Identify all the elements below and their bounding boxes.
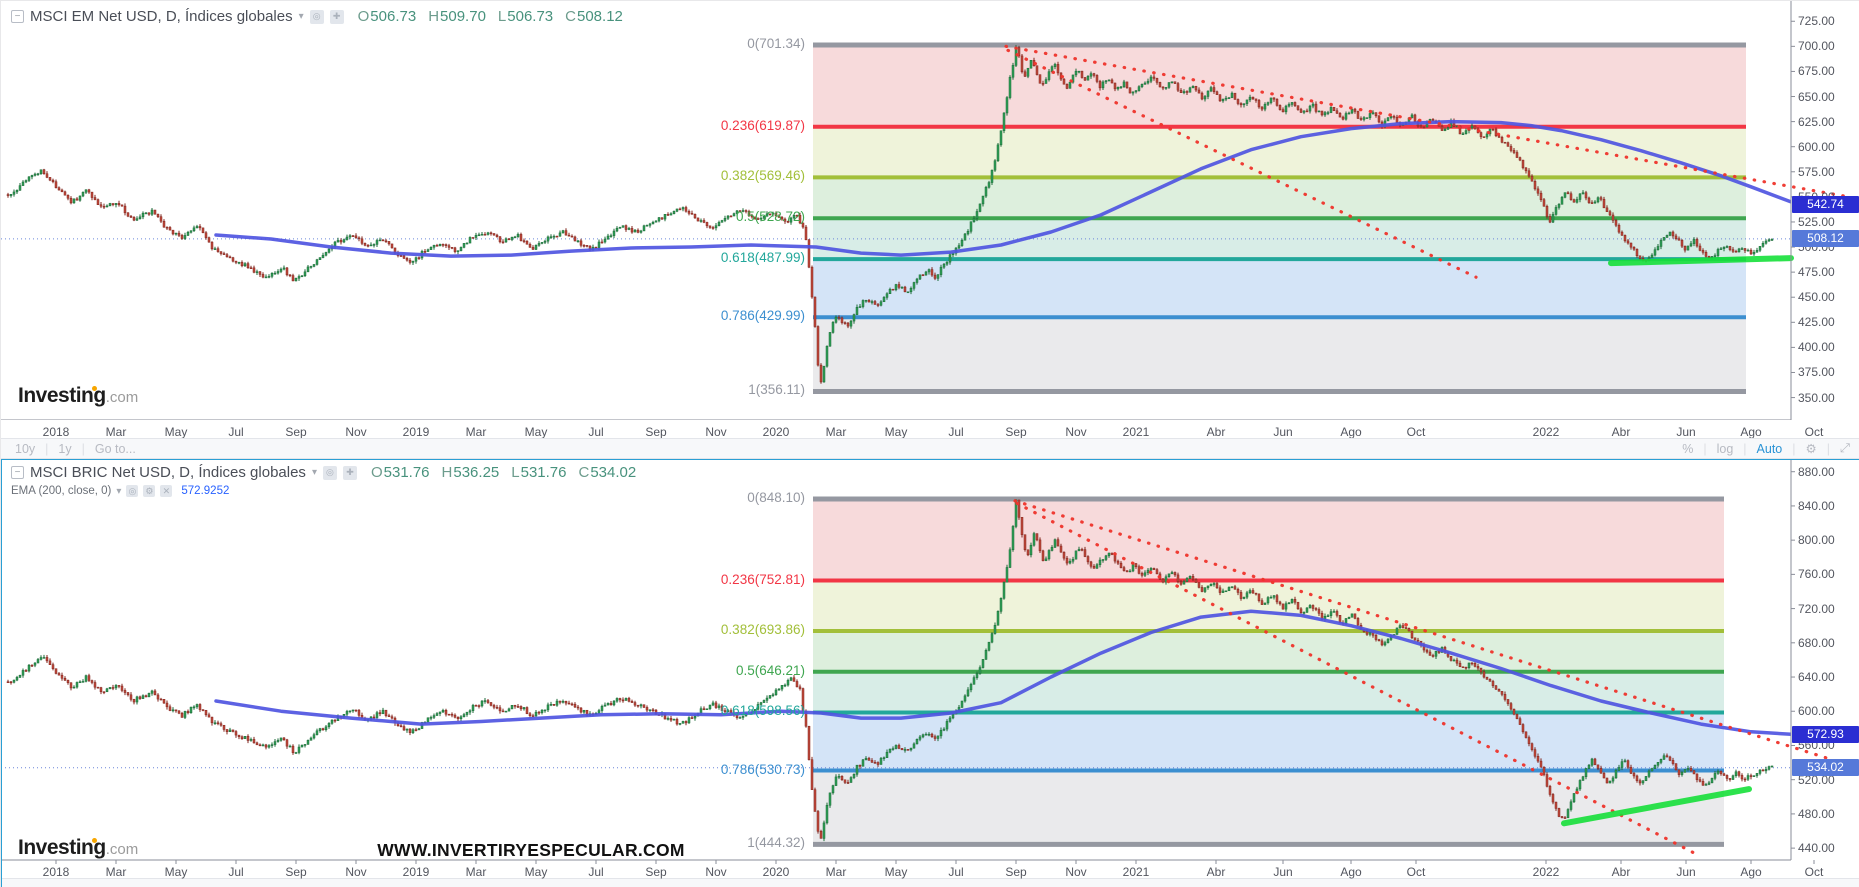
ohlc-values: O531.76 H536.25 L531.76 C534.02 — [370, 464, 637, 481]
gear-icon[interactable]: ⚙ — [1805, 442, 1817, 456]
chevron-down-icon[interactable]: ▾ — [298, 11, 304, 22]
log-scale-button[interactable]: log — [1716, 441, 1734, 456]
symbol-title[interactable]: MSCI BRIC Net USD, D, Índices globales — [30, 464, 306, 481]
ema-settings-icon[interactable]: ⚙ — [143, 485, 156, 497]
legend-quick-icon-b[interactable]: ✚ — [329, 9, 344, 24]
x-axis-strip-top[interactable] — [1, 420, 1859, 438]
legend-quick-icon-a[interactable]: ◎ — [309, 9, 324, 24]
range-10y-button[interactable]: 10y — [15, 441, 36, 456]
collapse-legend-icon[interactable]: − — [11, 466, 24, 479]
ema-indicator-legend: EMA (200, close, 0) ▾ ◎ ⚙ ✕ 572.9252 — [11, 485, 229, 497]
chevron-down-icon[interactable]: ▾ — [116, 485, 122, 497]
goto-date-button[interactable]: Go to... — [94, 441, 136, 456]
investing-watermark: Investing .com — [18, 836, 139, 859]
chart-toolbar: 10y | 1y | Go to... % | log | Auto | ⚙ |… — [1, 438, 1859, 459]
toolbar-divider: | — [1792, 441, 1796, 456]
ema-label[interactable]: EMA (200, close, 0) — [11, 485, 112, 497]
toolbar-divider: | — [81, 441, 85, 456]
legend-quick-icon-b[interactable]: ✚ — [342, 465, 357, 480]
ema-visibility-icon[interactable]: ◎ — [126, 485, 139, 497]
toolbar-divider: | — [45, 441, 49, 456]
symbol-title[interactable]: MSCI EM Net USD, D, Índices globales — [30, 8, 293, 25]
ema-value: 572.9252 — [181, 485, 230, 497]
toolbar-divider: | — [1703, 441, 1707, 456]
chart-legend-bric: − MSCI BRIC Net USD, D, Índices globales… — [11, 464, 636, 481]
chart-legend-em: − MSCI EM Net USD, D, Índices globales ▾… — [11, 8, 623, 25]
investing-watermark: Investing .com — [18, 384, 139, 407]
ohlc-values: O506.73 H509.70 L506.73 C508.12 — [357, 8, 623, 25]
auto-scale-button[interactable]: Auto — [1756, 441, 1783, 456]
site-watermark: WWW.INVERTIRYESPECULAR.COM — [377, 840, 685, 860]
chevron-down-icon[interactable]: ▾ — [311, 467, 317, 478]
toolbar-divider: | — [1826, 441, 1830, 456]
bottom-toolbar-strip — [1, 878, 1859, 887]
collapse-legend-icon[interactable]: − — [11, 10, 24, 23]
percent-scale-button[interactable]: % — [1682, 441, 1694, 456]
toolbar-divider: | — [1743, 441, 1747, 456]
legend-quick-icon-a[interactable]: ◎ — [322, 465, 337, 480]
fullscreen-icon[interactable]: ⤢ — [1839, 441, 1850, 455]
ema-close-icon[interactable]: ✕ — [160, 485, 173, 497]
range-1y-button[interactable]: 1y — [58, 441, 72, 456]
